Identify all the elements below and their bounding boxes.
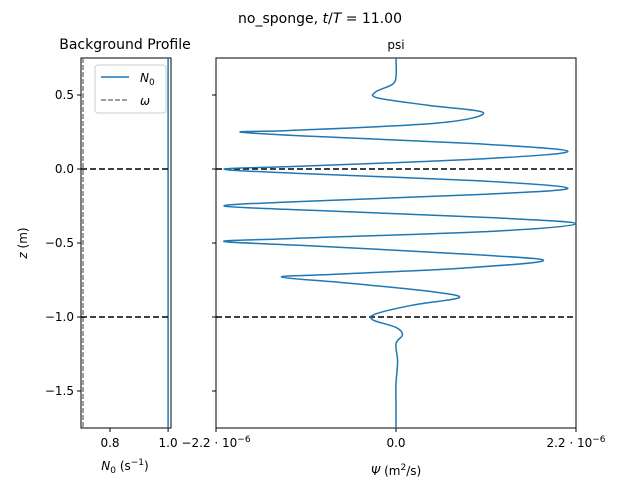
legend: N0 ω <box>94 64 167 114</box>
x-tick-label: 2.2 · 10−6 <box>546 435 605 450</box>
x-tick-label: 0.8 <box>100 436 119 450</box>
background-profile-title: Background Profile <box>59 37 191 53</box>
y-tick-label: −0.5 <box>45 236 74 250</box>
x-tick-label: 1.0 <box>159 436 178 450</box>
psi-title: psi <box>387 38 404 52</box>
background-profile-axes: Background Profile 0.5 0.0 −0.5 −1.0 −1.5 0.8… <box>16 37 191 476</box>
legend-omega-label: ω <box>140 94 150 108</box>
background-profile-ylabel: z (m) <box>16 227 30 259</box>
y-tick-label: 0.0 <box>55 162 74 176</box>
y-tick-label: 0.5 <box>55 88 74 102</box>
psi-xlabel: Ψ (m2/s) <box>371 463 421 478</box>
legend-n0-label: N0 <box>140 71 155 88</box>
background-profile-xlabel: N0 (s−1) <box>101 458 148 476</box>
psi-frame <box>215 57 577 429</box>
y-tick-label: −1.0 <box>45 310 74 324</box>
psi-series-line <box>223 57 577 428</box>
psi-axes: psi −2.2 · 10−6 0.0 2.2 · 10−6 Ψ (m2/s) <box>181 38 605 478</box>
x-tick-label: 0.0 <box>386 436 405 450</box>
legend-box <box>94 64 167 114</box>
y-tick-label: −1.5 <box>45 384 74 398</box>
figure-title: no_sponge, t/T = 11.00 <box>238 11 402 27</box>
x-tick-label: −2.2 · 10−6 <box>181 435 250 450</box>
